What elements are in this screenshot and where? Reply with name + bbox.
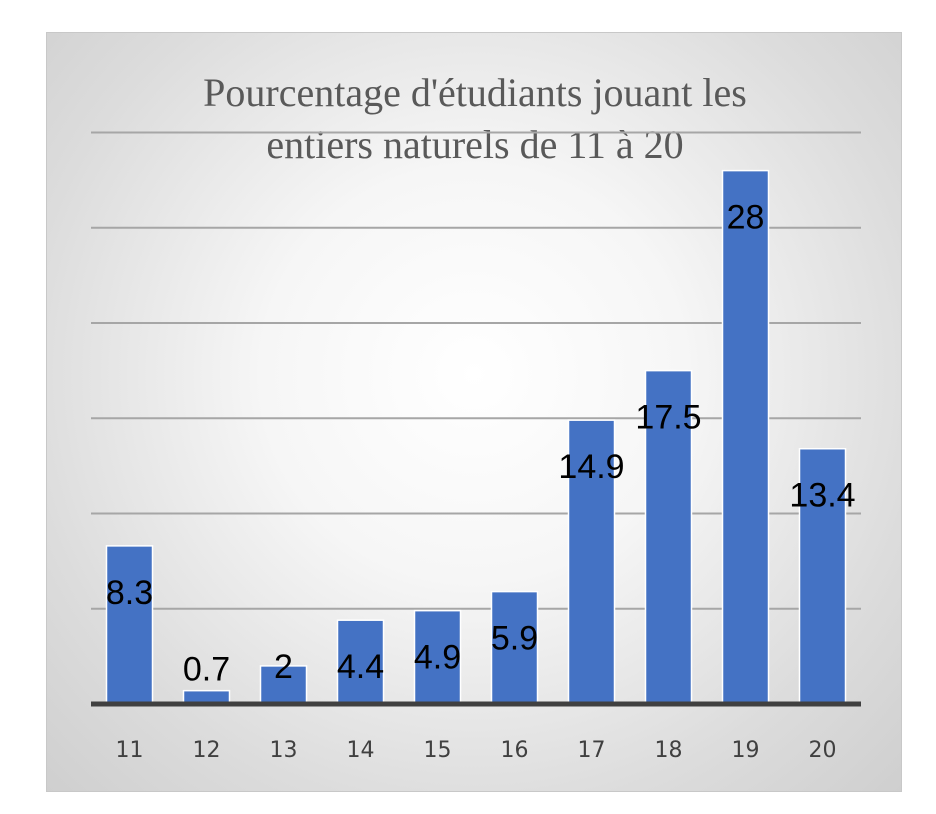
bar-14 [336,619,385,705]
x-tick-label-14: 14 [347,738,375,763]
bar-19 [721,169,770,705]
data-label-19: 28 [727,199,765,237]
x-tick-label-16: 16 [501,738,529,763]
data-label-17: 14.9 [558,448,624,486]
x-tick-label-20: 20 [809,738,837,763]
x-tick-label-19: 19 [732,738,760,763]
data-label-18: 17.5 [635,399,701,437]
data-label-11: 8.3 [106,574,153,612]
x-tick-label-12: 12 [193,738,221,763]
x-tick-label-18: 18 [655,738,683,763]
data-label-15: 4.9 [414,639,461,677]
x-tick-label-17: 17 [578,738,606,763]
chart-title-line-1: Pourcentage d'étudiants jouant les [203,70,747,115]
bar-chart: 8.3 0.7 2 4.4 4.9 5.9 14.9 17.5 28 13.4 11 12 13 14 15… [91,131,861,763]
x-tick-label-11: 11 [116,738,144,763]
x-tick-label-15: 15 [424,738,452,763]
bar-15 [413,609,462,705]
data-label-14: 4.4 [337,648,384,686]
data-label-12: 0.7 [183,651,230,689]
data-label-13: 2 [274,648,293,686]
x-tick-label-13: 13 [270,738,298,763]
bar-16 [490,590,539,705]
chart-title-line-2: entiers naturels de 11 à 20 [266,122,684,167]
bar-13 [259,665,308,705]
data-label-16: 5.9 [491,620,538,658]
bar-11 [105,545,154,705]
chart-title: Pourcentage d'étudiants jouant les entie… [47,67,903,171]
chart-frame: Pourcentage d'étudiants jouant les entie… [46,32,902,792]
data-label-20: 13.4 [789,477,855,515]
